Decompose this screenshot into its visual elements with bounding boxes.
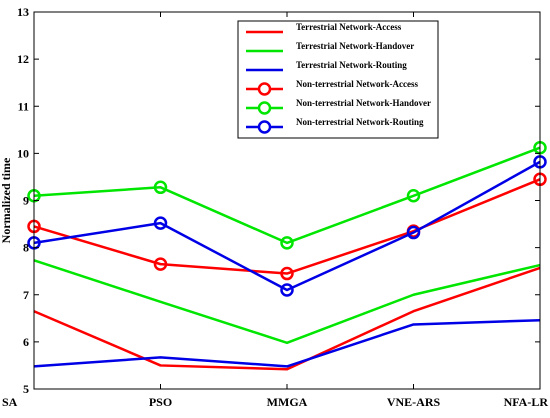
legend-label: Terrestrial Network-Access	[296, 22, 402, 32]
legend-entry: Terrestrial Network-Handover	[246, 41, 414, 53]
x-tick-label: VNE-ARS	[387, 395, 441, 409]
series-4	[27, 172, 547, 281]
data-point	[406, 189, 421, 203]
legend-marker	[257, 120, 272, 134]
y-tick-label: 11	[18, 99, 29, 113]
x-tick-label: SA	[2, 395, 18, 409]
series-line	[33, 266, 541, 371]
series-line	[33, 178, 541, 275]
data-point	[153, 216, 168, 230]
series-3	[33, 318, 541, 368]
y-tick-label: 10	[17, 146, 29, 160]
legend-entry: Non-terrestrial Network-Access	[246, 79, 419, 96]
legend-marker	[257, 101, 272, 115]
legend-entry: Non-terrestrial Network-Routing	[246, 117, 424, 134]
y-tick-label: 6	[23, 335, 29, 349]
legend-label: Terrestrial Network-Handover	[296, 41, 414, 51]
y-tick-label: 8	[23, 241, 29, 255]
legend-entry: Terrestrial Network-Routing	[246, 60, 407, 72]
data-point	[280, 283, 294, 297]
x-tick-label: NFA-LR	[504, 395, 549, 409]
legend-box	[237, 20, 439, 139]
y-tick-label: 5	[23, 382, 29, 396]
y-tick-label: 13	[17, 5, 29, 19]
legend-label: Non-terrestrial Network-Routing	[296, 117, 424, 127]
data-point	[153, 180, 168, 195]
x-tick-label: MMGA	[267, 395, 308, 409]
legend-label: Non-terrestrial Network-Handover	[296, 98, 431, 108]
data-point	[406, 225, 421, 240]
legend-label: Non-terrestrial Network-Access	[296, 79, 419, 89]
y-tick-label: 9	[23, 194, 29, 208]
series-1	[33, 266, 541, 371]
data-point	[280, 266, 294, 281]
legend-entry: Terrestrial Network-Access	[246, 22, 402, 34]
data-point	[280, 236, 294, 250]
y-tick-label: 7	[23, 288, 29, 302]
series-5	[27, 140, 547, 250]
legend-entry: Non-terrestrial Network-Handover	[246, 98, 431, 115]
x-tick-label: PSO	[149, 395, 172, 409]
y-axis-title: Normalized time	[0, 157, 13, 243]
series-line	[33, 318, 541, 368]
series-line	[33, 259, 541, 345]
legend-marker	[257, 82, 272, 96]
series-line	[33, 160, 541, 292]
legend-label: Terrestrial Network-Routing	[296, 60, 407, 70]
y-tick-label: 12	[17, 52, 29, 66]
series-line	[33, 146, 541, 245]
series-2	[33, 259, 541, 345]
data-point	[153, 257, 168, 271]
